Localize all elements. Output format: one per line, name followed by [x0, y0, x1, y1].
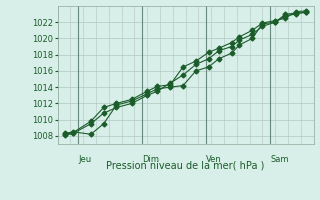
Text: Dim: Dim — [142, 155, 159, 164]
Text: Jeu: Jeu — [78, 155, 91, 164]
Text: Sam: Sam — [270, 155, 289, 164]
Text: Ven: Ven — [206, 155, 222, 164]
X-axis label: Pression niveau de la mer( hPa ): Pression niveau de la mer( hPa ) — [107, 161, 265, 171]
